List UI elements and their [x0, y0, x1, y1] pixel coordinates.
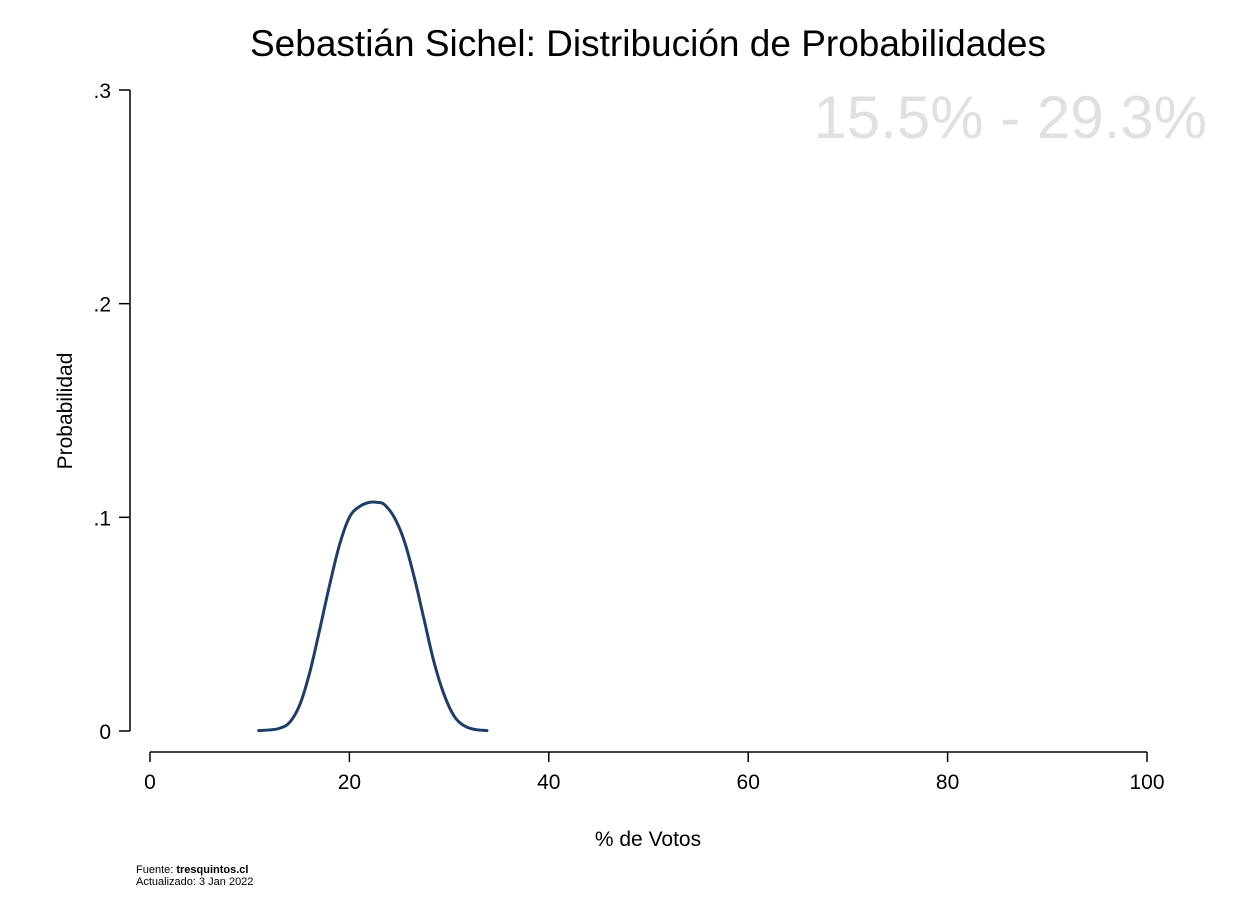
y-tick-label: 0 [99, 721, 111, 744]
x-tick-label: 0 [144, 771, 156, 794]
series-layer [257, 500, 489, 733]
x-axis-title: % de Votos [595, 828, 701, 851]
updated-note: Actualizado: 3 Jan 2022 [136, 876, 254, 888]
source-name: tresquintos.cl [176, 864, 249, 876]
x-tick-label: 20 [338, 771, 361, 794]
chart-title: Sebastián Sichel: Distribución de Probab… [250, 23, 1046, 64]
chart-footer: Fuente: tresquintos.cl Actualizado: 3 Ja… [136, 864, 253, 888]
y-tick-label: .1 [93, 507, 111, 530]
x-tick-label: 60 [737, 771, 760, 794]
range-annotation: 15.5% - 29.3% [813, 84, 1207, 151]
x-tick-label: 40 [537, 771, 560, 794]
y-axis-title: Probabilidad [54, 353, 77, 470]
x-tick-label: 100 [1129, 771, 1164, 794]
x-axis-ticks: 0 20 40 60 80 100 [144, 752, 1165, 794]
x-tick-label: 80 [936, 771, 959, 794]
source-note: Fuente: tresquintos.cl [136, 864, 253, 876]
y-axis-ticks: 0 .1 .2 .3 [93, 80, 130, 744]
density-curve [257, 500, 489, 733]
y-tick-label: .3 [93, 80, 111, 103]
y-tick-label: .2 [93, 294, 111, 317]
source-prefix: Fuente: [136, 864, 177, 876]
